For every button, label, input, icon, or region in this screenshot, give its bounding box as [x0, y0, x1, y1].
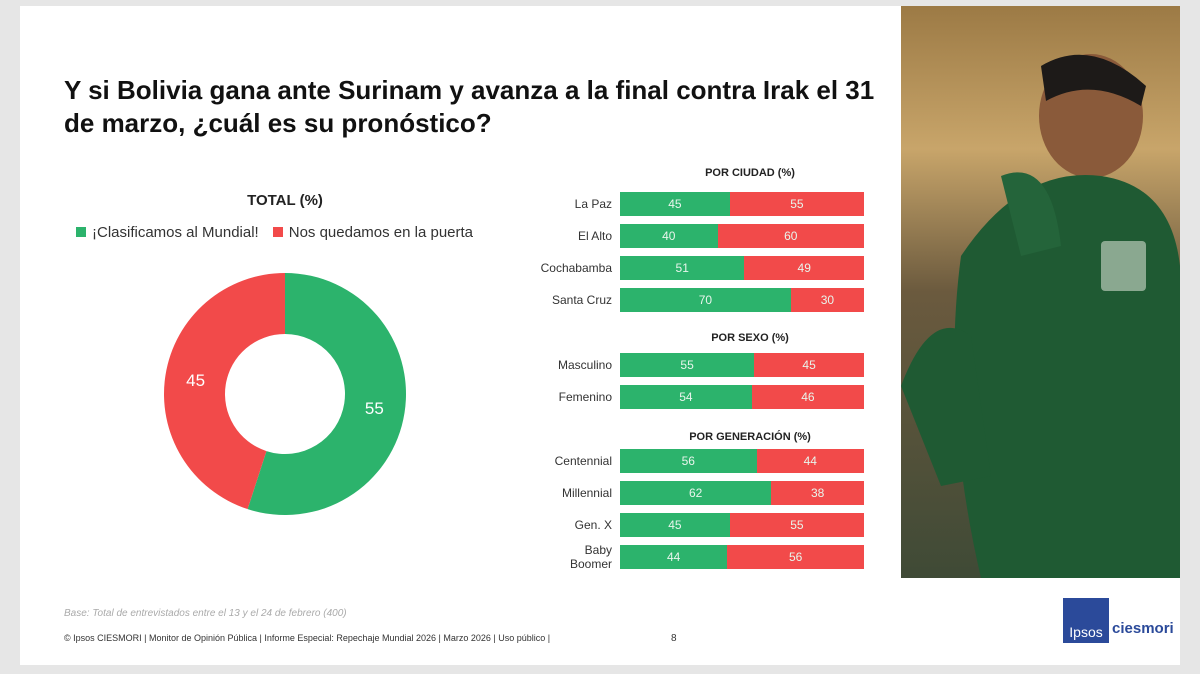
logo-text: ciesmori	[1112, 620, 1174, 637]
bar-label: Millennial	[561, 486, 612, 500]
bar-row: Femenino 54 46	[540, 385, 872, 409]
bar-segment-clasificamos: 45	[620, 192, 730, 216]
bar-row: Millennial 62 38	[540, 481, 872, 505]
bar-label: Cochabamba	[540, 261, 612, 275]
group-title: POR CIUDAD (%)	[705, 167, 795, 179]
stacked-bar: 70 30	[620, 288, 864, 312]
bar-label: Centennial	[554, 454, 612, 468]
stacked-bar: 55 45	[620, 353, 864, 377]
logo-box: Ipsos	[1063, 598, 1109, 643]
legend-swatch-red	[272, 227, 283, 237]
bar-segment-puerta: 38	[771, 481, 864, 505]
bar-segment-puerta: 30	[790, 288, 864, 312]
group-title: POR GENERACIÓN (%)	[689, 431, 811, 443]
bar-label: Baby Boomer	[569, 543, 612, 571]
stacked-bar: 40 60	[620, 224, 864, 248]
donut-slice-clasificamos	[247, 273, 407, 515]
bar-label: Gen. X	[574, 518, 612, 532]
bar-segment-clasificamos: 54	[620, 385, 752, 409]
page-title: Y si Bolivia gana ante Surinam y avanza …	[64, 75, 875, 138]
donut-chart: 55 45	[164, 273, 407, 515]
bar-segment-puerta: 56	[727, 545, 864, 569]
player-silhouette	[901, 54, 1180, 578]
legend-swatch-green	[76, 227, 86, 237]
bar-segment-puerta: 60	[717, 224, 864, 248]
bar-label: Santa Cruz	[551, 293, 612, 307]
bar-label: Masculino	[557, 358, 612, 372]
bar-segment-puerta: 46	[751, 385, 864, 409]
bar-row: Santa Cruz 70 30	[540, 288, 872, 312]
bar-segment-puerta: 44	[756, 449, 864, 473]
legend-item-clasificamos: ¡Clasificamos al Mundial!	[76, 224, 259, 241]
bar-row: Cochabamba 51 49	[540, 256, 872, 280]
donut-slice-puerta	[164, 273, 285, 510]
bar-segment-clasificamos: 56	[620, 449, 757, 473]
bar-row: El Alto 40 60	[540, 224, 872, 248]
bar-segment-clasificamos: 44	[620, 545, 728, 569]
bar-segment-puerta: 55	[729, 192, 864, 216]
stacked-bar: 44 56	[620, 545, 864, 569]
bar-segment-clasificamos: 51	[620, 256, 745, 280]
bar-row: Gen. X 45 55	[540, 513, 872, 537]
legend-item-puerta: Nos quedamos en la puerta	[272, 224, 473, 241]
bar-label: El Alto	[577, 229, 612, 243]
donut-value-label: 55	[365, 399, 384, 418]
stacked-bar: 54 46	[620, 385, 864, 409]
stacked-bar: 56 44	[620, 449, 864, 473]
bar-segment-puerta: 49	[744, 256, 864, 280]
legend: ¡Clasificamos al Mundial! Nos quedamos e…	[76, 224, 473, 241]
bar-segment-clasificamos: 70	[620, 288, 791, 312]
stacked-bar: 45 55	[620, 513, 864, 537]
bar-label: Femenino	[558, 390, 612, 404]
player-photo	[901, 6, 1180, 578]
bar-row: Centennial 56 44	[540, 449, 872, 473]
donut-value-label: 45	[186, 371, 205, 390]
bar-segment-clasificamos: 55	[620, 353, 755, 377]
page-number: 8	[671, 633, 677, 644]
bar-segment-clasificamos: 40	[620, 224, 718, 248]
base-note: Base: Total de entrevistados entre el 13…	[64, 608, 347, 619]
footer-credits: © Ipsos CIESMORI | Monitor de Opinión Pú…	[64, 633, 551, 643]
bar-row: Masculino 55 45	[540, 353, 872, 377]
stacked-bar: 51 49	[620, 256, 864, 280]
bar-segment-clasificamos: 62	[620, 481, 772, 505]
ipsos-ciesmori-logo: Ipsos ciesmori	[1063, 598, 1174, 643]
bar-segment-clasificamos: 45	[620, 513, 730, 537]
total-chart-title: TOTAL (%)	[247, 192, 323, 209]
bar-row: La Paz 45 55	[540, 192, 872, 216]
bar-label: La Paz	[574, 197, 612, 211]
bar-segment-puerta: 45	[754, 353, 864, 377]
bar-row: Baby Boomer 44 56	[540, 543, 872, 571]
bar-segment-puerta: 55	[729, 513, 864, 537]
stacked-bar: 45 55	[620, 192, 864, 216]
group-title: POR SEXO (%)	[711, 332, 789, 344]
stacked-bar: 62 38	[620, 481, 864, 505]
